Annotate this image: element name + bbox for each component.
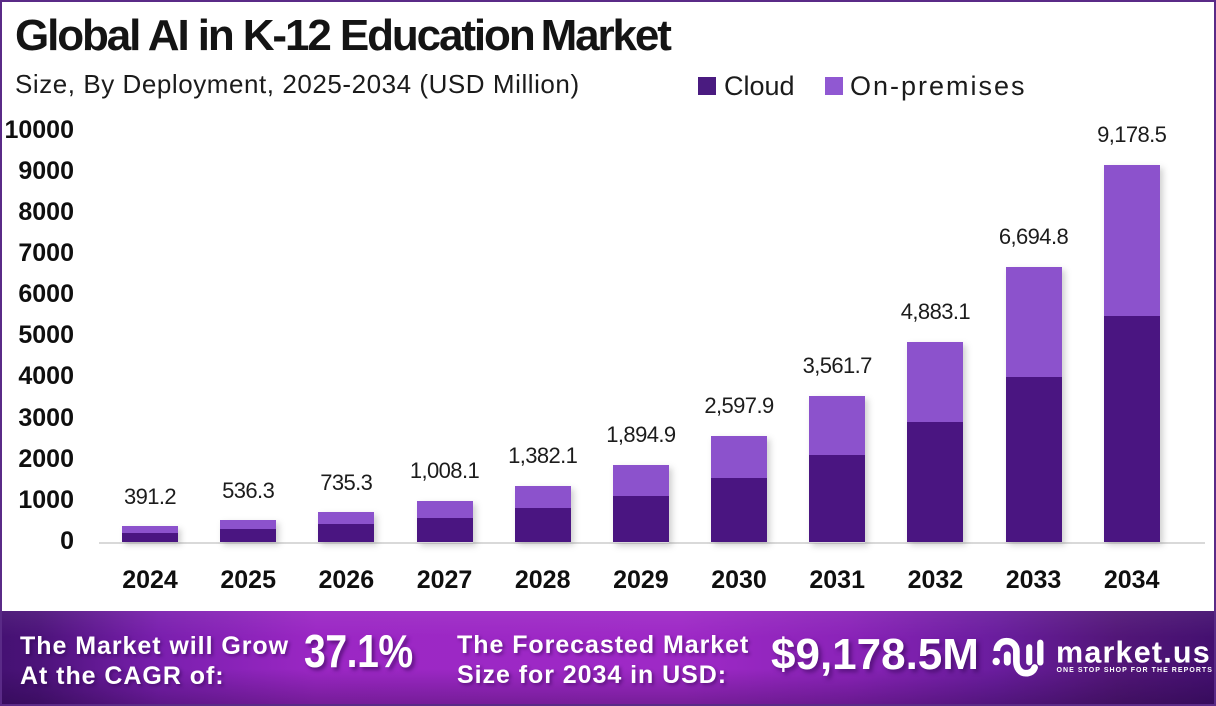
svg-text:ONE STOP SHOP FOR THE REPORTS: ONE STOP SHOP FOR THE REPORTS — [1057, 667, 1213, 674]
svg-text:market.us: market.us — [1056, 636, 1211, 670]
